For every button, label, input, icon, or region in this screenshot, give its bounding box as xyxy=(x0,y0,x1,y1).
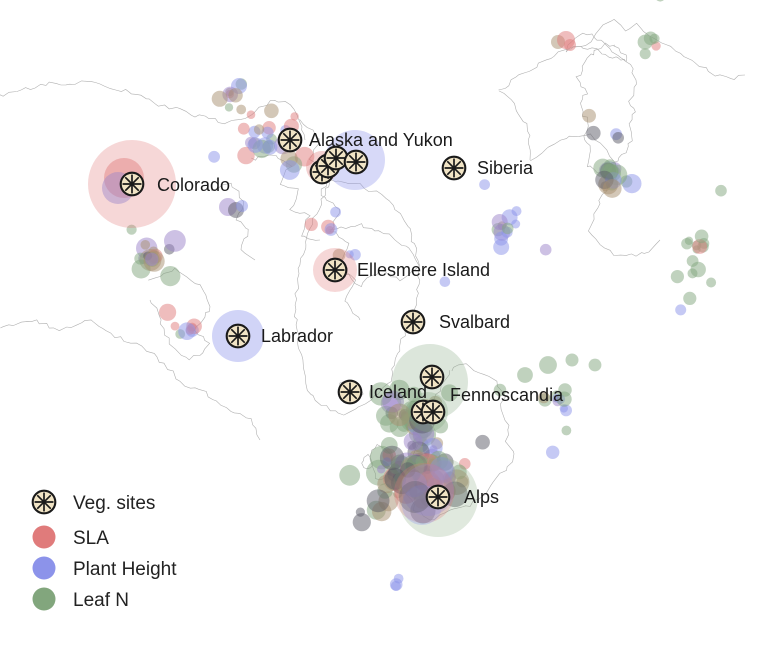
svg-text:Fennoscandia: Fennoscandia xyxy=(450,385,564,405)
svg-text:Leaf N: Leaf N xyxy=(73,590,129,611)
svg-text:Alps: Alps xyxy=(464,487,499,507)
svg-text:Veg. sites: Veg. sites xyxy=(73,493,155,514)
svg-text:Labrador: Labrador xyxy=(261,326,333,346)
svg-text:Plant Height: Plant Height xyxy=(73,559,177,580)
svg-text:Alaska and Yukon: Alaska and Yukon xyxy=(309,130,453,150)
svg-text:SLA: SLA xyxy=(73,528,109,549)
svg-text:Iceland: Iceland xyxy=(369,382,427,402)
svg-text:Ellesmere Island: Ellesmere Island xyxy=(357,260,490,280)
svg-text:Colorado: Colorado xyxy=(157,175,230,195)
svg-text:Siberia: Siberia xyxy=(477,158,534,178)
svg-text:Svalbard: Svalbard xyxy=(439,312,510,332)
